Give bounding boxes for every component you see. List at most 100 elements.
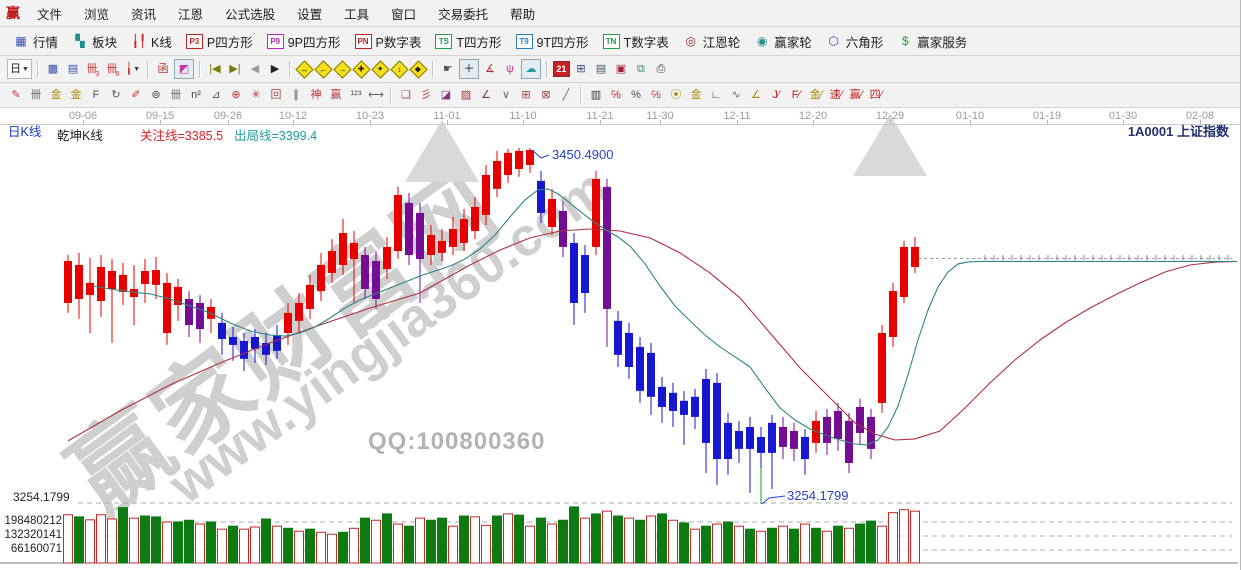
calendar-icon[interactable]: 21	[552, 61, 570, 77]
box-corner-icon[interactable]: ❏	[401, 88, 411, 101]
menu-item-news[interactable]: 资讯	[131, 7, 157, 22]
candle-type-dropdown-icon[interactable]: ╽ ▼	[125, 62, 141, 75]
gann-diamond-star-icon[interactable]: ✦	[371, 59, 390, 79]
ying-angle-icon[interactable]: 赢∕	[849, 88, 863, 101]
tool-gann-wheel[interactable]: ◎ 江恩轮	[676, 32, 748, 51]
chart-area[interactable]: 赢家财富网 www.yingjia360.com QQ:100800360 09…	[0, 108, 1241, 570]
menu-item-tools[interactable]: 工具	[344, 7, 370, 22]
tool-sectors[interactable]: ▚ 板块	[65, 32, 124, 51]
tool-t-square[interactable]: TS T四方形	[428, 32, 508, 51]
tool-winner-service[interactable]: $ 赢家服务	[890, 32, 974, 51]
pen-icon[interactable]: ✎	[11, 88, 21, 101]
pattern-window-icon[interactable]: 函	[157, 62, 169, 75]
tool-kline[interactable]: ╽╿ K线	[124, 32, 179, 51]
speed-angle-icon[interactable]: 速∕	[829, 88, 843, 101]
percent-icon[interactable]: %	[631, 88, 641, 101]
tool-p-square[interactable]: P3 P四方形	[179, 32, 260, 51]
f-grid-icon[interactable]: F	[92, 88, 100, 101]
fan-rays-icon[interactable]: 彡	[420, 88, 432, 101]
menu-item-window[interactable]: 窗口	[391, 7, 417, 22]
tool-winner-wheel[interactable]: ◉ 赢家轮	[747, 32, 819, 51]
compass-icon[interactable]: ⊚	[151, 88, 161, 101]
tool-9t-square[interactable]: T9 9T四方形	[509, 32, 596, 51]
volume-tool-icon[interactable]: ▥	[590, 88, 602, 101]
fan-box-red-icon[interactable]: ▨	[460, 88, 472, 101]
menu-item-help[interactable]: 帮助	[510, 7, 536, 22]
n-square-icon[interactable]: n²	[191, 88, 201, 101]
tool-hexagon[interactable]: ⬡ 六角形	[819, 32, 891, 51]
tool-market-quotes[interactable]: ▦ 行情	[6, 32, 65, 51]
print-icon[interactable]: ⎙	[656, 62, 666, 75]
angle-tool-icon[interactable]: ∡	[485, 62, 495, 75]
gann-diamond-right-icon[interactable]: →	[333, 59, 352, 79]
ying-tool-icon[interactable]: 赢	[330, 88, 342, 101]
v-lines-icon[interactable]: ∨	[501, 88, 511, 101]
save-icon[interactable]: ▣	[615, 62, 627, 75]
gold-grid-2-icon[interactable]: 金	[70, 88, 82, 101]
grid-lines-2-icon[interactable]: 卌	[170, 88, 182, 101]
gold-levels-icon[interactable]: 金	[690, 88, 702, 101]
mini-kline-icon[interactable]: ∥	[293, 88, 299, 101]
gann-diamond-left-icon[interactable]: ←	[314, 59, 333, 79]
period-day-dropdown-icon[interactable]: 日 ▼	[7, 59, 32, 79]
slant-lines-icon[interactable]: ╱	[562, 88, 570, 101]
f-angle-icon[interactable]: F∕	[791, 88, 801, 101]
sharp-grid-2-icon[interactable]: ⊠	[541, 88, 551, 101]
price-volume-chart[interactable]: 3450.4900 3254.1799	[0, 108, 1241, 570]
menu-item-gann[interactable]: 江恩	[178, 7, 204, 22]
gann-diamond-ud-icon[interactable]: ↕	[390, 59, 409, 79]
menu-item-settings[interactable]: 设置	[297, 7, 323, 22]
t-number-table-label: T数字表	[623, 35, 669, 50]
ruler-123-icon[interactable]: ¹²³	[350, 88, 362, 101]
menu-item-file[interactable]: 文件	[37, 7, 63, 22]
first-page-icon[interactable]: |◀	[209, 62, 221, 75]
angle-ruler-icon[interactable]: ⊿	[211, 88, 221, 101]
percent-red-2-icon[interactable]: ℅	[651, 88, 661, 101]
grid-lines-icon[interactable]: 卌	[30, 88, 42, 101]
fan-box-purple-icon[interactable]: ◪	[440, 88, 452, 101]
gold-grid-1-icon[interactable]: 金	[50, 88, 62, 101]
gann-diamond-plus-icon[interactable]: ✚	[352, 59, 371, 79]
box-grid-icon[interactable]: 回	[270, 88, 282, 101]
shen-tool-icon[interactable]: 神	[310, 88, 322, 101]
angle-lines-icon[interactable]: ∠	[481, 88, 491, 101]
hand-tool-icon[interactable]: ☛	[443, 62, 453, 75]
gann-diamond-solid-icon[interactable]: ◆	[409, 59, 428, 79]
menu-item-browse[interactable]: 浏览	[84, 7, 110, 22]
spiral-icon[interactable]: ↻	[111, 88, 121, 101]
gold-angle-icon[interactable]: ∠	[751, 88, 761, 101]
gann-diamond-lr-icon[interactable]: ↔	[295, 59, 314, 79]
last-page-icon[interactable]: ▶|	[229, 62, 241, 75]
prev-page-icon[interactable]: ◀	[250, 62, 260, 75]
tool-p-number-table[interactable]: PN P数字表	[348, 32, 429, 51]
tool-t-number-table[interactable]: TN T数字表	[596, 32, 676, 51]
gold-angle-2-icon[interactable]: 金∕	[809, 88, 823, 101]
pen-2-icon[interactable]: ✐	[131, 88, 141, 101]
gann-shape-tool-icon[interactable]: ψ	[506, 62, 514, 75]
crosshair-tool-icon[interactable]: ＋	[458, 59, 479, 79]
next-page-icon[interactable]: ▶	[270, 62, 280, 75]
tool-9p-square[interactable]: P9 9P四方形	[260, 32, 348, 51]
star-lines-icon[interactable]: ✳	[251, 88, 261, 101]
info-panel-icon[interactable]: ▤	[67, 62, 79, 75]
step-tool-icon[interactable]: ∟	[710, 88, 722, 101]
notepad-icon[interactable]: ▤	[595, 62, 607, 75]
wave-line-icon[interactable]: ∿	[731, 88, 741, 101]
calculator-icon[interactable]: ⊞	[576, 62, 586, 75]
date-tick	[737, 120, 738, 124]
four-angle-icon[interactable]: 四∕	[869, 88, 883, 101]
j-angle-icon[interactable]: J∕	[772, 88, 780, 101]
color-chart-icon[interactable]: ◩	[173, 59, 194, 79]
window-chart-icon[interactable]: ▩	[47, 62, 59, 75]
percent-red-icon[interactable]: ℅	[611, 88, 621, 101]
gold-circle-icon[interactable]: ⦿	[670, 88, 682, 101]
target-circle-icon[interactable]: ⊕	[231, 88, 241, 101]
net-share-icon[interactable]: ⧉	[637, 62, 645, 75]
wave-tool-icon[interactable]: ☁	[520, 59, 541, 79]
sharp-grid-icon[interactable]: ⊞	[521, 88, 531, 101]
span-measure-icon[interactable]: ⟷	[368, 88, 384, 101]
menu-item-trade-delegate[interactable]: 交易委托	[438, 7, 489, 22]
menu-item-formula-stock-picker[interactable]: 公式选股	[225, 7, 276, 22]
